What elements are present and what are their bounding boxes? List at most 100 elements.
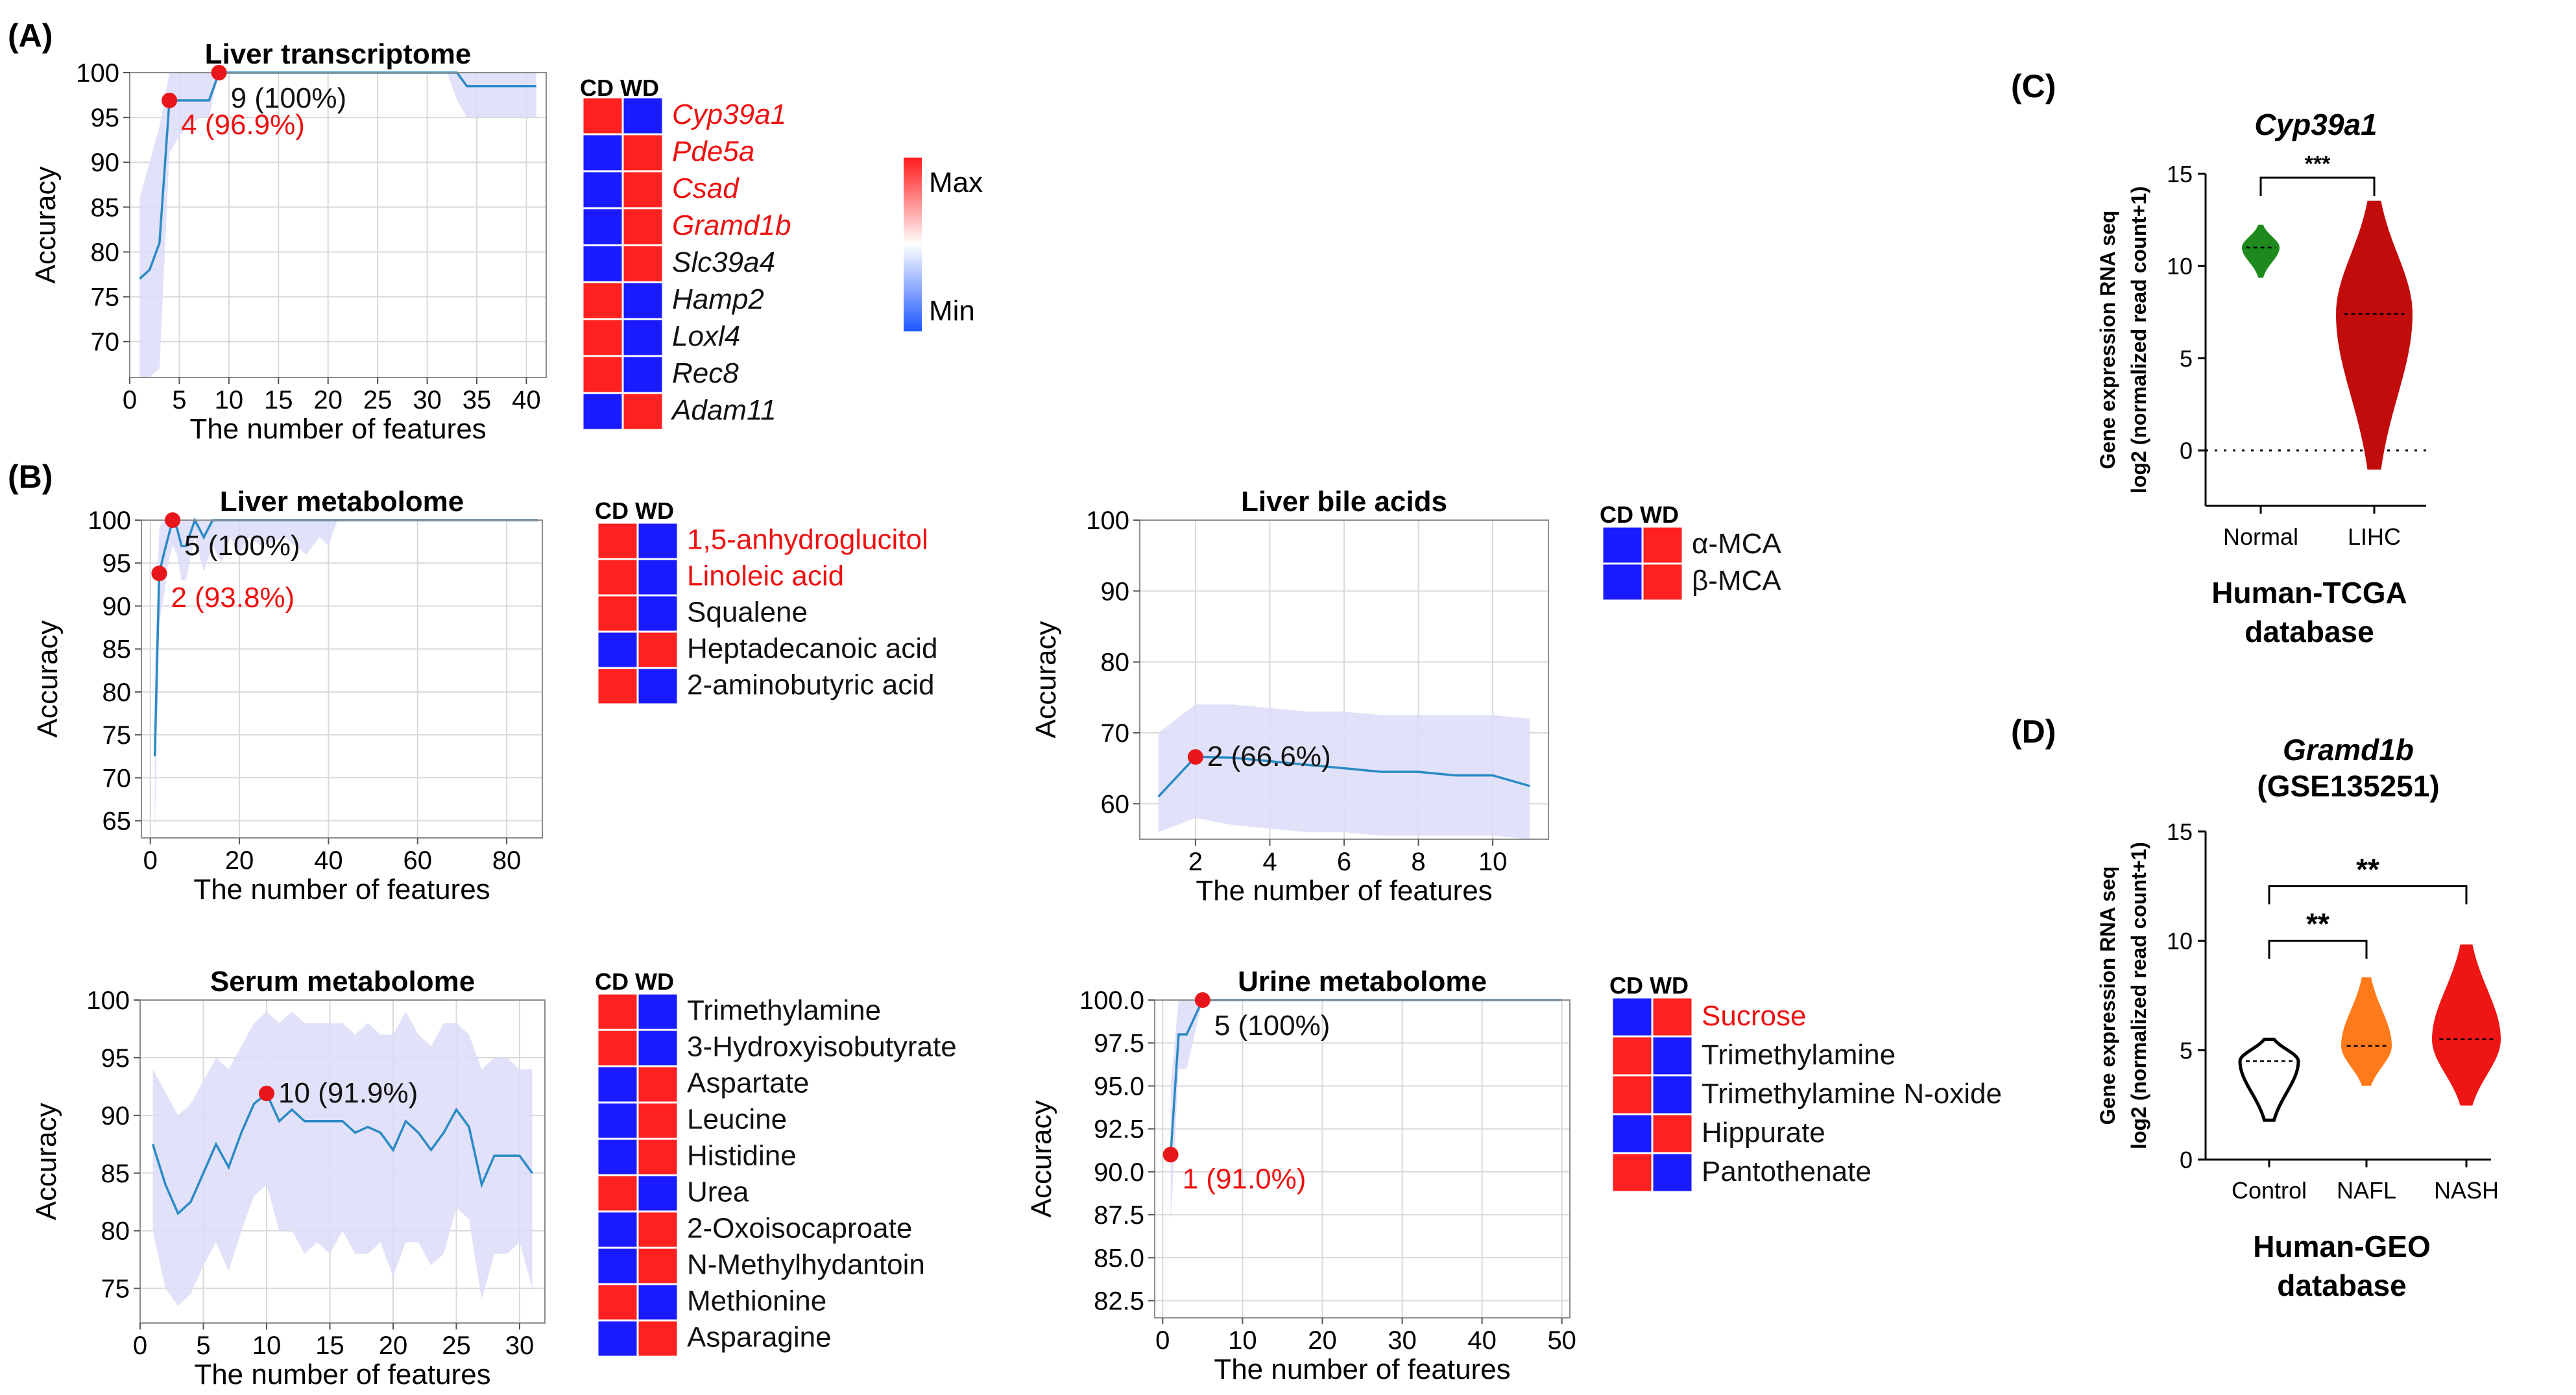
y-tick-label: 5 — [2180, 1037, 2193, 1064]
highlight-point — [165, 512, 181, 528]
chart-title: Liver transcriptome — [205, 38, 472, 70]
point-annotation: 5 (100%) — [184, 530, 300, 562]
heatmap-row-label: 2-Oxoisocaproate — [687, 1212, 912, 1244]
x-axis-label-line1: Human-GEO — [2253, 1230, 2430, 1263]
colorbar: Max Min — [904, 158, 983, 331]
x-tick-label: 20 — [379, 1331, 408, 1360]
x-tick-label: 40 — [314, 846, 343, 875]
x-tick-label: 0 — [123, 386, 137, 414]
heatmap-cell-cd — [1601, 525, 1644, 565]
heatmap-cell-wd — [1641, 562, 1684, 602]
x-tick-label: 6 — [1337, 848, 1351, 876]
y-axis-label: Accuracy — [32, 621, 64, 738]
x-tick-label: Control — [2232, 1177, 2307, 1204]
heatmap-cell-wd — [636, 1246, 679, 1285]
chart-title: Serum metabolome — [210, 966, 475, 997]
x-tick-label: 5 — [172, 386, 186, 414]
heatmap-cell-cd — [596, 594, 639, 633]
heatmap-cell-wd — [621, 170, 664, 209]
point-annotation: 1 (91.0%) — [1183, 1163, 1306, 1195]
heatmap-bile-acids: CD WD α-MCA β-MCA — [1600, 501, 1782, 602]
heatmap-row-label: Trimethylamine N-oxide — [1702, 1078, 2002, 1110]
x-tick-label: 35 — [463, 386, 492, 414]
panel-label-b: (B) — [8, 459, 53, 495]
heatmap-cell-wd — [621, 318, 664, 357]
heatmap-cell-cd — [596, 1029, 639, 1067]
heatmap-cell-cd — [581, 96, 624, 136]
x-tick-label: 15 — [264, 386, 293, 414]
heatmap-cell-cd — [1611, 1074, 1654, 1115]
y-tick-label: 90 — [91, 149, 120, 177]
chart-urine-metabolome: 82.5 85.0 87.5 90.0 92.5 95.0 97.5 100.0 0 10 20 30… — [1026, 966, 1576, 1385]
chart-title: Liver metabolome — [220, 486, 464, 518]
confidence-band — [152, 1011, 533, 1306]
heatmap-cell-cd — [581, 244, 624, 283]
heatmap-cell-wd — [621, 355, 664, 394]
y-axis-label: Accuracy — [1030, 621, 1062, 739]
heatmap-cell-wd — [636, 667, 679, 706]
y-tick-label: 95.0 — [1094, 1072, 1144, 1101]
highlight-point — [211, 65, 227, 80]
point-annotation: 9 (100%) — [231, 82, 347, 114]
x-tick-label: 80 — [492, 846, 522, 875]
point-annotation: 10 (91.9%) — [278, 1077, 418, 1109]
y-tick-label: 65 — [102, 807, 132, 836]
heatmap-cell-cd — [1611, 1035, 1654, 1077]
x-tick-label: 30 — [413, 386, 442, 414]
heatmap-cell-cd — [581, 133, 624, 173]
x-tick-label: 0 — [1155, 1326, 1170, 1355]
series-line — [151, 1091, 533, 1215]
heatmap-cell-wd — [1651, 1113, 1694, 1154]
heatmap-cell-cd — [581, 170, 624, 209]
chart-liver-metabolome: 65 70 75 80 85 90 95 100 0 20 40 60 80 Liver metabolo… — [32, 486, 543, 905]
y-tick-label: 80 — [91, 238, 120, 267]
y-tick-label: 85 — [102, 636, 132, 664]
x-axis-label: The number of features — [194, 1359, 490, 1390]
y-tick-label: 90 — [101, 1102, 130, 1130]
y-tick-label: 85 — [101, 1160, 130, 1188]
significance-label: *** — [2305, 152, 2331, 176]
x-tick-label: 10 — [252, 1331, 282, 1360]
heatmap-header: CD WD — [1600, 501, 1679, 528]
heatmap-cell-cd — [596, 521, 639, 560]
heatmap-cell-cd — [581, 392, 624, 431]
heatmap-cell-cd — [1601, 562, 1644, 602]
highlight-point — [151, 566, 167, 582]
highlight-point — [1187, 749, 1203, 765]
heatmap-row-label: Loxl4 — [672, 320, 740, 352]
heatmap-cell-cd — [596, 1101, 639, 1140]
heatmap-row-label: Leucine — [687, 1103, 787, 1135]
significance-bracket — [2259, 176, 2376, 196]
heatmap-cell-wd — [621, 392, 664, 431]
y-tick-label: 10 — [2167, 928, 2193, 955]
heatmap-cell-wd — [1651, 1074, 1694, 1115]
x-tick-label: NASH — [2434, 1177, 2499, 1204]
x-tick-label: Normal — [2223, 523, 2298, 550]
heatmap-urine: CD WD Sucrose Trimethylamine Trimethylamine… — [1609, 972, 2002, 1193]
x-tick-label: 30 — [1388, 1326, 1417, 1355]
y-tick-label: 85.0 — [1094, 1244, 1144, 1272]
highlight-point — [162, 92, 178, 108]
y-tick-label: 5 — [2180, 345, 2193, 372]
y-tick-label: 0 — [2180, 438, 2193, 464]
heatmap-cell-wd — [636, 1174, 679, 1213]
point-annotation: 5 (100%) — [1214, 1010, 1330, 1042]
y-tick-label: 95 — [102, 549, 132, 578]
heatmap-cell-wd — [636, 1138, 679, 1176]
x-axis-label: The number of features — [1214, 1353, 1510, 1385]
x-tick-label: 20 — [313, 386, 343, 414]
x-axis-label: The number of features — [193, 874, 490, 905]
colorbar-min-label: Min — [929, 295, 975, 327]
heatmap-row-label: Hippurate — [1702, 1117, 1825, 1149]
x-tick-label: 40 — [1467, 1326, 1497, 1355]
y-tick-label: 80 — [1101, 649, 1130, 677]
heatmap-cell-cd — [1611, 1152, 1654, 1193]
heatmap-cell-wd — [636, 630, 679, 669]
colorbar-max-label: Max — [929, 167, 983, 198]
heatmap-cell-wd — [636, 1065, 679, 1104]
y-tick-label: 75 — [101, 1275, 130, 1304]
point-annotation: 2 (93.8%) — [171, 582, 295, 614]
heatmap-cell-cd — [581, 355, 624, 394]
y-tick-label: 90 — [1101, 577, 1130, 606]
heatmap-cell-cd — [596, 558, 639, 597]
